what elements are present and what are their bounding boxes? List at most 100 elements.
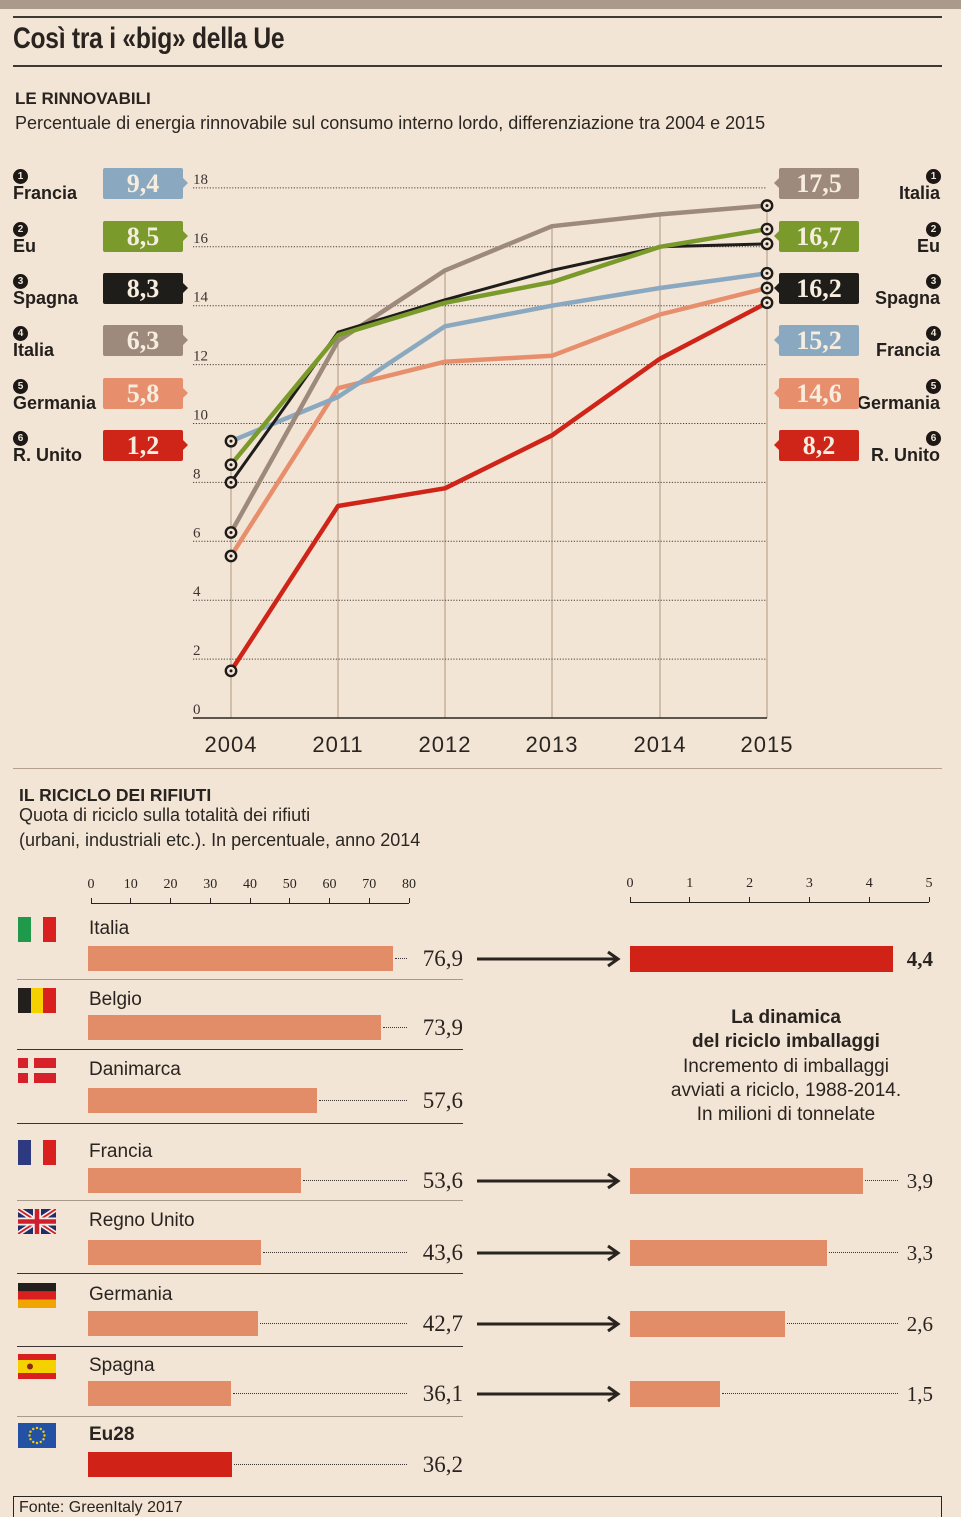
rank-number-badge: 6	[13, 431, 28, 446]
star	[42, 1430, 45, 1433]
recycling-subtitle-line2: (urbani, industriali etc.). In percentua…	[19, 830, 421, 850]
marker-center	[765, 301, 769, 305]
country-label: Danimarca	[89, 1059, 181, 1080]
star	[32, 1440, 35, 1444]
packaging-value: 3,9	[906, 1169, 933, 1193]
recycling-axis-line	[91, 903, 409, 904]
recycling-bar	[88, 1240, 262, 1265]
recycling-bar	[88, 1381, 232, 1406]
x-tick-label: 70	[362, 877, 377, 892]
packaging-value: 3,3	[906, 1241, 933, 1265]
x-tick-label: 2014	[634, 732, 687, 757]
axis-tick	[90, 898, 92, 903]
dotted-leader	[233, 1393, 407, 1394]
rank-number-badge: 3	[13, 274, 28, 289]
series-line-spagna	[229, 242, 769, 484]
recycling-bar	[88, 1452, 232, 1477]
recycling-bar	[88, 1088, 317, 1113]
recycling-bar	[88, 1168, 301, 1193]
renewables-subtitle: Percentuale di energia rinnovabile sul c…	[15, 113, 766, 133]
y-tick-label: 12	[193, 349, 208, 365]
star	[35, 1426, 39, 1430]
value-2015-label: 8,2	[802, 431, 836, 460]
rank-country-label: Italia	[13, 340, 55, 360]
rank-number-badge: 6	[926, 431, 941, 446]
star	[29, 1430, 32, 1433]
row-divider	[17, 1273, 463, 1274]
denmark-flag-icon	[18, 1058, 56, 1083]
y-tick-label: 18	[193, 172, 208, 188]
recycling-value: 57,6	[422, 1088, 463, 1113]
packaging-value: 1,5	[906, 1382, 933, 1406]
data-point-marker	[760, 266, 774, 280]
eu-flag-icon	[18, 1423, 56, 1448]
country-label: Regno Unito	[89, 1210, 195, 1231]
axis-tick	[289, 898, 291, 903]
dotted-leader	[865, 1180, 898, 1181]
y-tick-label: 10	[193, 408, 208, 424]
box-pointer-icon	[774, 178, 779, 188]
box-pointer-icon	[774, 440, 779, 450]
x-tick-label: 1	[686, 876, 694, 891]
rank-country-label: Italia	[898, 183, 940, 203]
value-2015-label: 16,7	[796, 222, 842, 251]
value-2015-box: 8,2	[774, 430, 859, 461]
recycling-value: 36,2	[422, 1452, 463, 1477]
flag-icon	[18, 917, 56, 942]
box-pointer-icon	[183, 440, 188, 450]
arrow-head	[607, 950, 621, 967]
flag-part	[18, 1423, 56, 1448]
recycling-subtitle-line1: Quota di riciclo sulla totalità dei rifi…	[19, 805, 311, 825]
arrow-head	[607, 1244, 621, 1261]
box-pointer-icon	[183, 178, 188, 188]
value-2004-box: 6,3	[103, 325, 188, 356]
x-tick-label: 20	[163, 877, 178, 892]
x-tick-label: 80	[402, 877, 416, 892]
x-tick-label: 2	[746, 876, 754, 891]
y-tick-label: 8	[193, 466, 201, 482]
rank-country-label: Spagna	[874, 288, 940, 308]
dotted-leader	[233, 1464, 407, 1465]
packaging-bar	[630, 946, 894, 972]
x-tick-label: 40	[243, 877, 257, 892]
flag-part	[18, 988, 31, 1013]
rank-country-label: Germania	[856, 393, 940, 413]
rank-country-label: Eu	[916, 236, 940, 256]
marker-center	[765, 271, 769, 275]
arrow-right-icon	[477, 950, 621, 967]
cross-red	[18, 1209, 56, 1234]
axis-tick	[249, 898, 251, 903]
axis-tick	[329, 898, 330, 903]
x-tick-label: 60	[322, 877, 337, 892]
flag-icon	[18, 1423, 56, 1448]
flag-icon	[16, 1206, 58, 1237]
y-tick-label: 2	[193, 643, 201, 659]
country-label: Germania	[89, 1284, 173, 1305]
country-label: Eu28	[89, 1424, 135, 1445]
arrow-right-icon	[477, 1385, 621, 1402]
x-tick-label: 4	[865, 876, 873, 891]
x-tick-label: 2011	[312, 732, 363, 757]
axis-tick	[368, 898, 370, 903]
axis-tick	[209, 898, 211, 903]
series-line-italia	[228, 203, 770, 535]
star	[42, 1438, 45, 1441]
flag-part	[18, 1283, 56, 1292]
box-pointer-icon	[774, 231, 779, 241]
box-pointer-icon	[774, 335, 779, 345]
flag-part	[43, 917, 56, 942]
value-2015-box: 15,2	[774, 325, 859, 356]
packaging-note: La dinamica del riciclo imballaggi Incre…	[636, 1006, 936, 1127]
packaging-note-line2: avviati a riciclo, 1988-2014.	[670, 1079, 902, 1101]
rank-country-label: R. Unito	[13, 445, 82, 465]
data-point-marker	[760, 296, 774, 310]
value-2004-label: 6,3	[126, 326, 160, 355]
arrow-head	[607, 1385, 621, 1402]
box-pointer-icon	[183, 335, 188, 345]
packaging-note-line3: In milioni di tonnelate	[696, 1104, 876, 1126]
dotted-leader	[302, 1180, 407, 1181]
arrow-head	[607, 1172, 621, 1189]
flag-part	[18, 1140, 31, 1165]
italy-flag-icon	[18, 917, 56, 942]
recycling-value: 76,9	[422, 946, 463, 971]
